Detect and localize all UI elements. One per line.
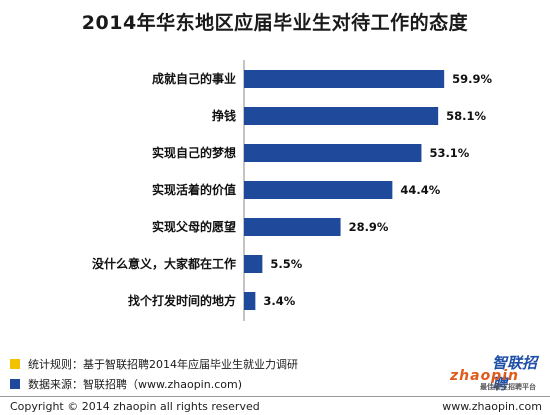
value-label-6: 3.4%	[263, 294, 295, 308]
note-source: 数据来源：智联招聘（www.zhaopin.com)	[10, 374, 298, 394]
note-rule-text: 统计规则：基于智联招聘2014年应届毕业生就业力调研	[28, 358, 298, 371]
logo-main-text: 智联招聘	[492, 354, 538, 393]
bar-6	[244, 292, 256, 310]
value-label-1: 58.1%	[446, 109, 486, 123]
category-label-2: 实现自己的梦想	[152, 145, 236, 160]
bar-0	[244, 70, 445, 88]
copyright-text: Copyright © 2014 zhaopin all rights rese…	[10, 400, 260, 413]
footer: Copyright © 2014 zhaopin all rights rese…	[0, 396, 550, 415]
bar-2	[244, 144, 422, 162]
logo-tagline: 最佳雇主招聘平台	[480, 383, 536, 391]
chart-notes: 统计规则：基于智联招聘2014年应届毕业生就业力调研 数据来源：智联招聘（www…	[10, 354, 298, 394]
note-rule: 统计规则：基于智联招聘2014年应届毕业生就业力调研	[10, 354, 298, 374]
category-label-0: 成就自己的事业	[152, 71, 236, 86]
category-label-3: 实现活着的价值	[152, 182, 236, 197]
category-label-1: 挣钱	[212, 108, 236, 123]
logo-sub-text: zhaopin	[450, 368, 519, 384]
chart-title: 2014年华东地区应届毕业生对待工作的态度	[81, 12, 469, 34]
bar-5	[244, 255, 263, 273]
value-label-3: 44.4%	[400, 183, 440, 197]
category-label-6: 找个打发时间的地方	[128, 293, 236, 308]
value-label-2: 53.1%	[429, 146, 469, 160]
bar-1	[244, 107, 439, 125]
value-label-5: 5.5%	[270, 257, 302, 271]
note-source-text: 数据来源：智联招聘（www.zhaopin.com)	[28, 378, 242, 391]
zhaopin-logo: 智联招聘 zhaopin 最佳雇主招聘平台	[440, 352, 550, 393]
value-label-0: 59.9%	[452, 72, 492, 86]
bar-4	[244, 218, 341, 236]
category-label-4: 实现父母的愿望	[152, 219, 236, 234]
bar-3	[244, 181, 393, 199]
blue-square-icon	[10, 379, 20, 389]
yellow-square-icon	[10, 359, 20, 369]
bar-chart: 成就自己的事业 59.9% 挣钱 58.1% 实现自己的梦想 53.1% 实现活着的价值 44…	[92, 60, 493, 321]
value-label-4: 28.9%	[349, 220, 389, 234]
category-label-5: 没什么意义，大家都在工作	[92, 256, 236, 271]
footer-url[interactable]: www.zhaopin.com	[442, 400, 542, 413]
